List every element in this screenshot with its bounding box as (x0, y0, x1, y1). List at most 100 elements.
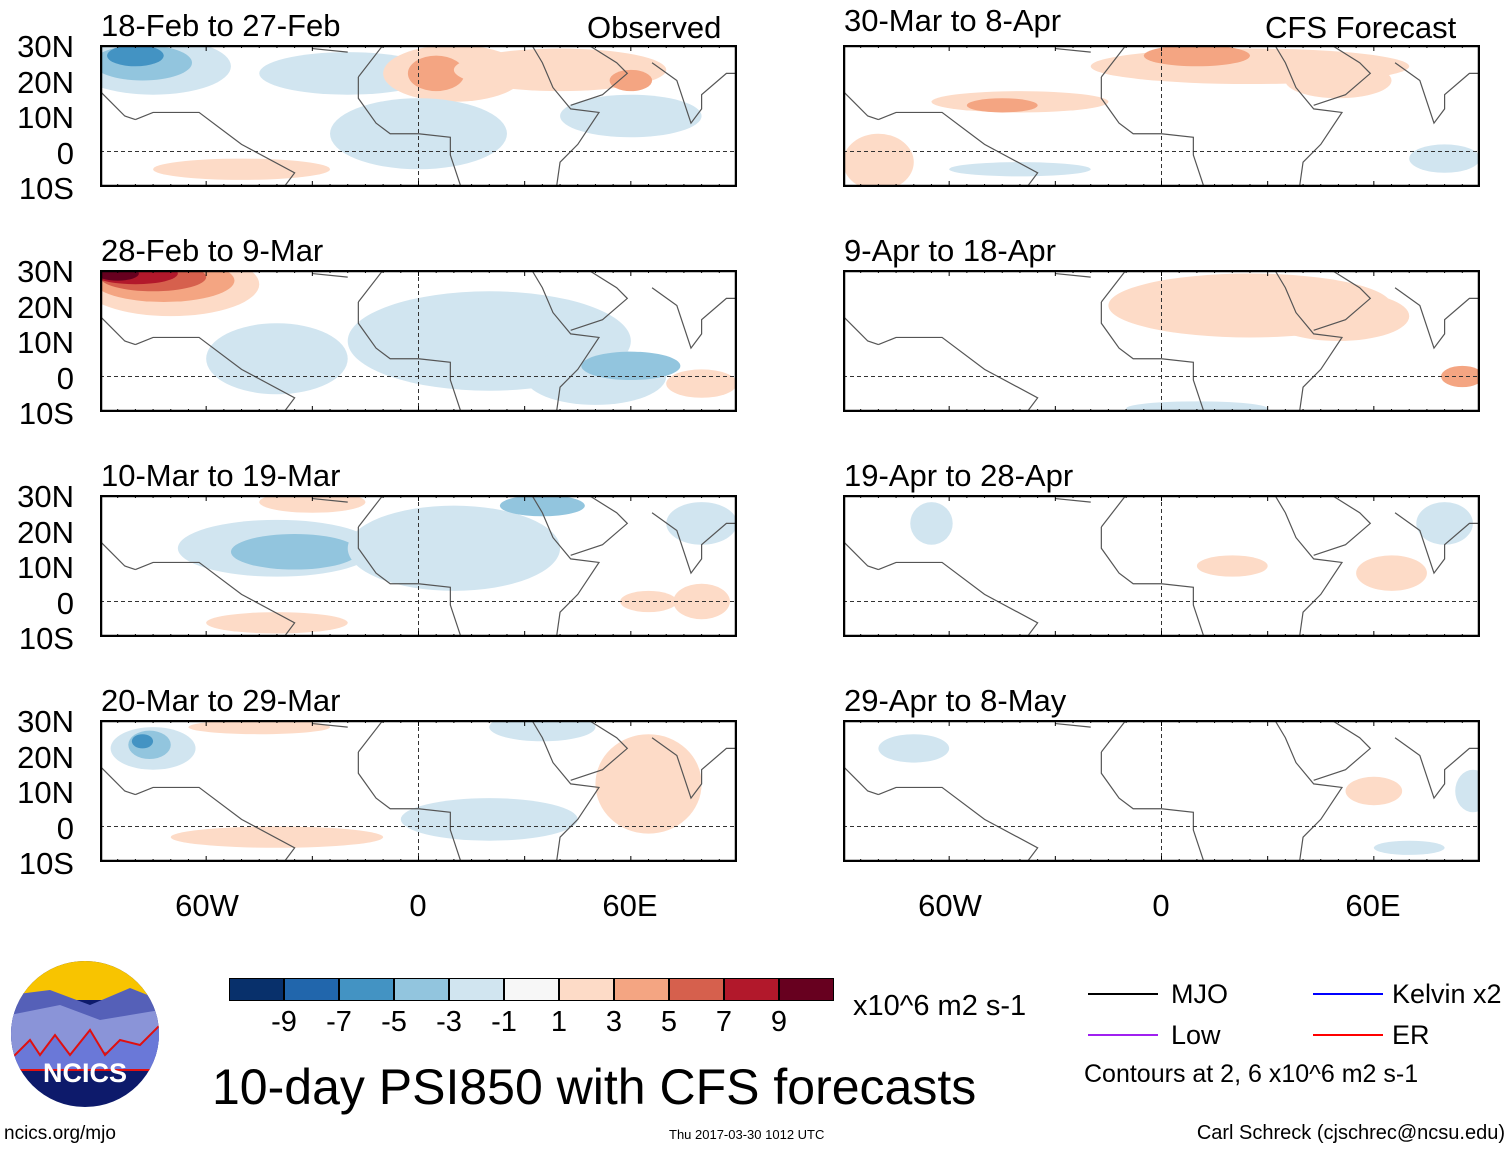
anomaly-shading (347, 505, 561, 591)
anomaly-shading (230, 534, 359, 570)
colorbar-swatch (229, 978, 284, 1001)
colorbar-tick-label: 3 (605, 1006, 623, 1038)
anomaly-shading (1267, 291, 1410, 341)
svg-text:NCICS: NCICS (43, 1058, 127, 1088)
coastline (878, 561, 1039, 637)
anomaly-shading (499, 495, 585, 517)
coastline (531, 495, 601, 637)
anomaly-shading (407, 55, 465, 92)
author-credit: Carl Schreck (cjschrec@ncsu.edu) (1196, 1122, 1505, 1144)
coastline (357, 751, 462, 862)
coastline (1285, 495, 1372, 556)
coastline (1055, 497, 1091, 503)
anomaly-shading (1345, 776, 1403, 806)
map-panel (843, 270, 1480, 412)
anomaly-shading (595, 734, 702, 834)
observed-label: Observed (587, 10, 722, 45)
anomaly-shading (1143, 45, 1250, 67)
panel-title: 19-Apr to 28-Apr (844, 458, 1074, 493)
anomaly-shading (1356, 555, 1427, 591)
panel-title: 28-Feb to 9-Mar (101, 233, 324, 268)
coastline (357, 76, 462, 187)
legend-er-label: ER (1392, 1020, 1430, 1050)
lat-label: 20N (17, 289, 74, 325)
coastline (542, 45, 629, 106)
legend-mjo-label: MJO (1171, 979, 1228, 1009)
colorbar-tick-label: 9 (770, 1006, 788, 1038)
timestamp: Thu 2017-03-30 1012 UTC (669, 1127, 825, 1142)
anomaly-shading (666, 369, 737, 398)
anomaly-shading (581, 351, 681, 381)
anomaly-shading (1196, 555, 1268, 577)
figure-title: 10-day PSI850 with CFS forecasts (212, 1059, 977, 1115)
coastline (542, 270, 629, 331)
coastline (312, 497, 348, 503)
lon-label-60w-left: 60W (175, 888, 239, 923)
map-panel (100, 45, 737, 187)
anomaly-shading (489, 720, 596, 742)
coastline (100, 90, 136, 121)
anomaly-shading (910, 502, 953, 545)
colorbar-swatch (449, 978, 504, 1001)
coastline (312, 722, 348, 728)
lat-label: 10S (18, 396, 74, 431)
map-panel (100, 495, 737, 637)
coastline (651, 512, 737, 575)
coastline (312, 272, 348, 278)
coastline (878, 336, 1039, 412)
coastline (1055, 722, 1091, 728)
anomaly-shading (949, 162, 1091, 177)
lat-label: 10N (17, 775, 74, 810)
coastline (1055, 47, 1091, 53)
anomaly-shading (966, 98, 1038, 113)
coastline (542, 720, 629, 781)
colorbar-swatch (559, 978, 614, 1001)
coastline (357, 495, 384, 528)
panel-title: 9-Apr to 18-Apr (844, 233, 1056, 268)
lon-label-60e-right: 60E (1345, 888, 1401, 923)
anomaly-shading (1409, 144, 1480, 173)
coastline (1100, 76, 1205, 187)
anomaly-shading (1455, 769, 1480, 813)
website-link[interactable]: ncics.org/mjo (4, 1123, 116, 1144)
coastline (1274, 495, 1344, 637)
coastline (843, 90, 879, 121)
coastline (1285, 720, 1372, 781)
coastline (357, 270, 384, 303)
anomaly-shading (673, 583, 730, 620)
panel-title: 29-Apr to 8-May (844, 683, 1067, 718)
anomaly-shading (609, 69, 653, 92)
lat-label: 0 (56, 360, 74, 396)
coastline (651, 737, 737, 800)
anomaly-shading (666, 502, 737, 545)
coastline (843, 765, 879, 796)
coastline (357, 720, 384, 753)
legend-low-line (1088, 1034, 1158, 1036)
colorbar-swatch (779, 978, 834, 1001)
lat-label: 10N (17, 100, 74, 135)
coastline (843, 315, 879, 346)
anomaly-shading (206, 612, 348, 634)
lat-label: 10S (18, 846, 74, 881)
coastline (135, 111, 296, 187)
lat-label: 10N (17, 325, 74, 360)
coastline (1394, 62, 1480, 125)
anomaly-shading (1285, 62, 1392, 99)
coastline (651, 62, 737, 125)
lat-label: 30N (17, 479, 74, 514)
colorbar-swatch (669, 978, 724, 1001)
anomaly-shading (153, 158, 331, 180)
forecast-label: CFS Forecast (1265, 10, 1457, 45)
coastline (651, 287, 737, 350)
coastline (312, 47, 348, 53)
anomaly-shading (400, 798, 578, 841)
coastline (357, 301, 462, 412)
map-panel (100, 270, 737, 412)
anomaly-shading (100, 270, 139, 281)
colorbar-tick-label: -5 (381, 1006, 407, 1038)
map-panel (100, 720, 737, 862)
coastline (135, 336, 296, 412)
lon-label-0-right: 0 (1152, 888, 1170, 923)
colorbar-tick-label: 5 (660, 1006, 678, 1038)
coastline (531, 720, 601, 862)
